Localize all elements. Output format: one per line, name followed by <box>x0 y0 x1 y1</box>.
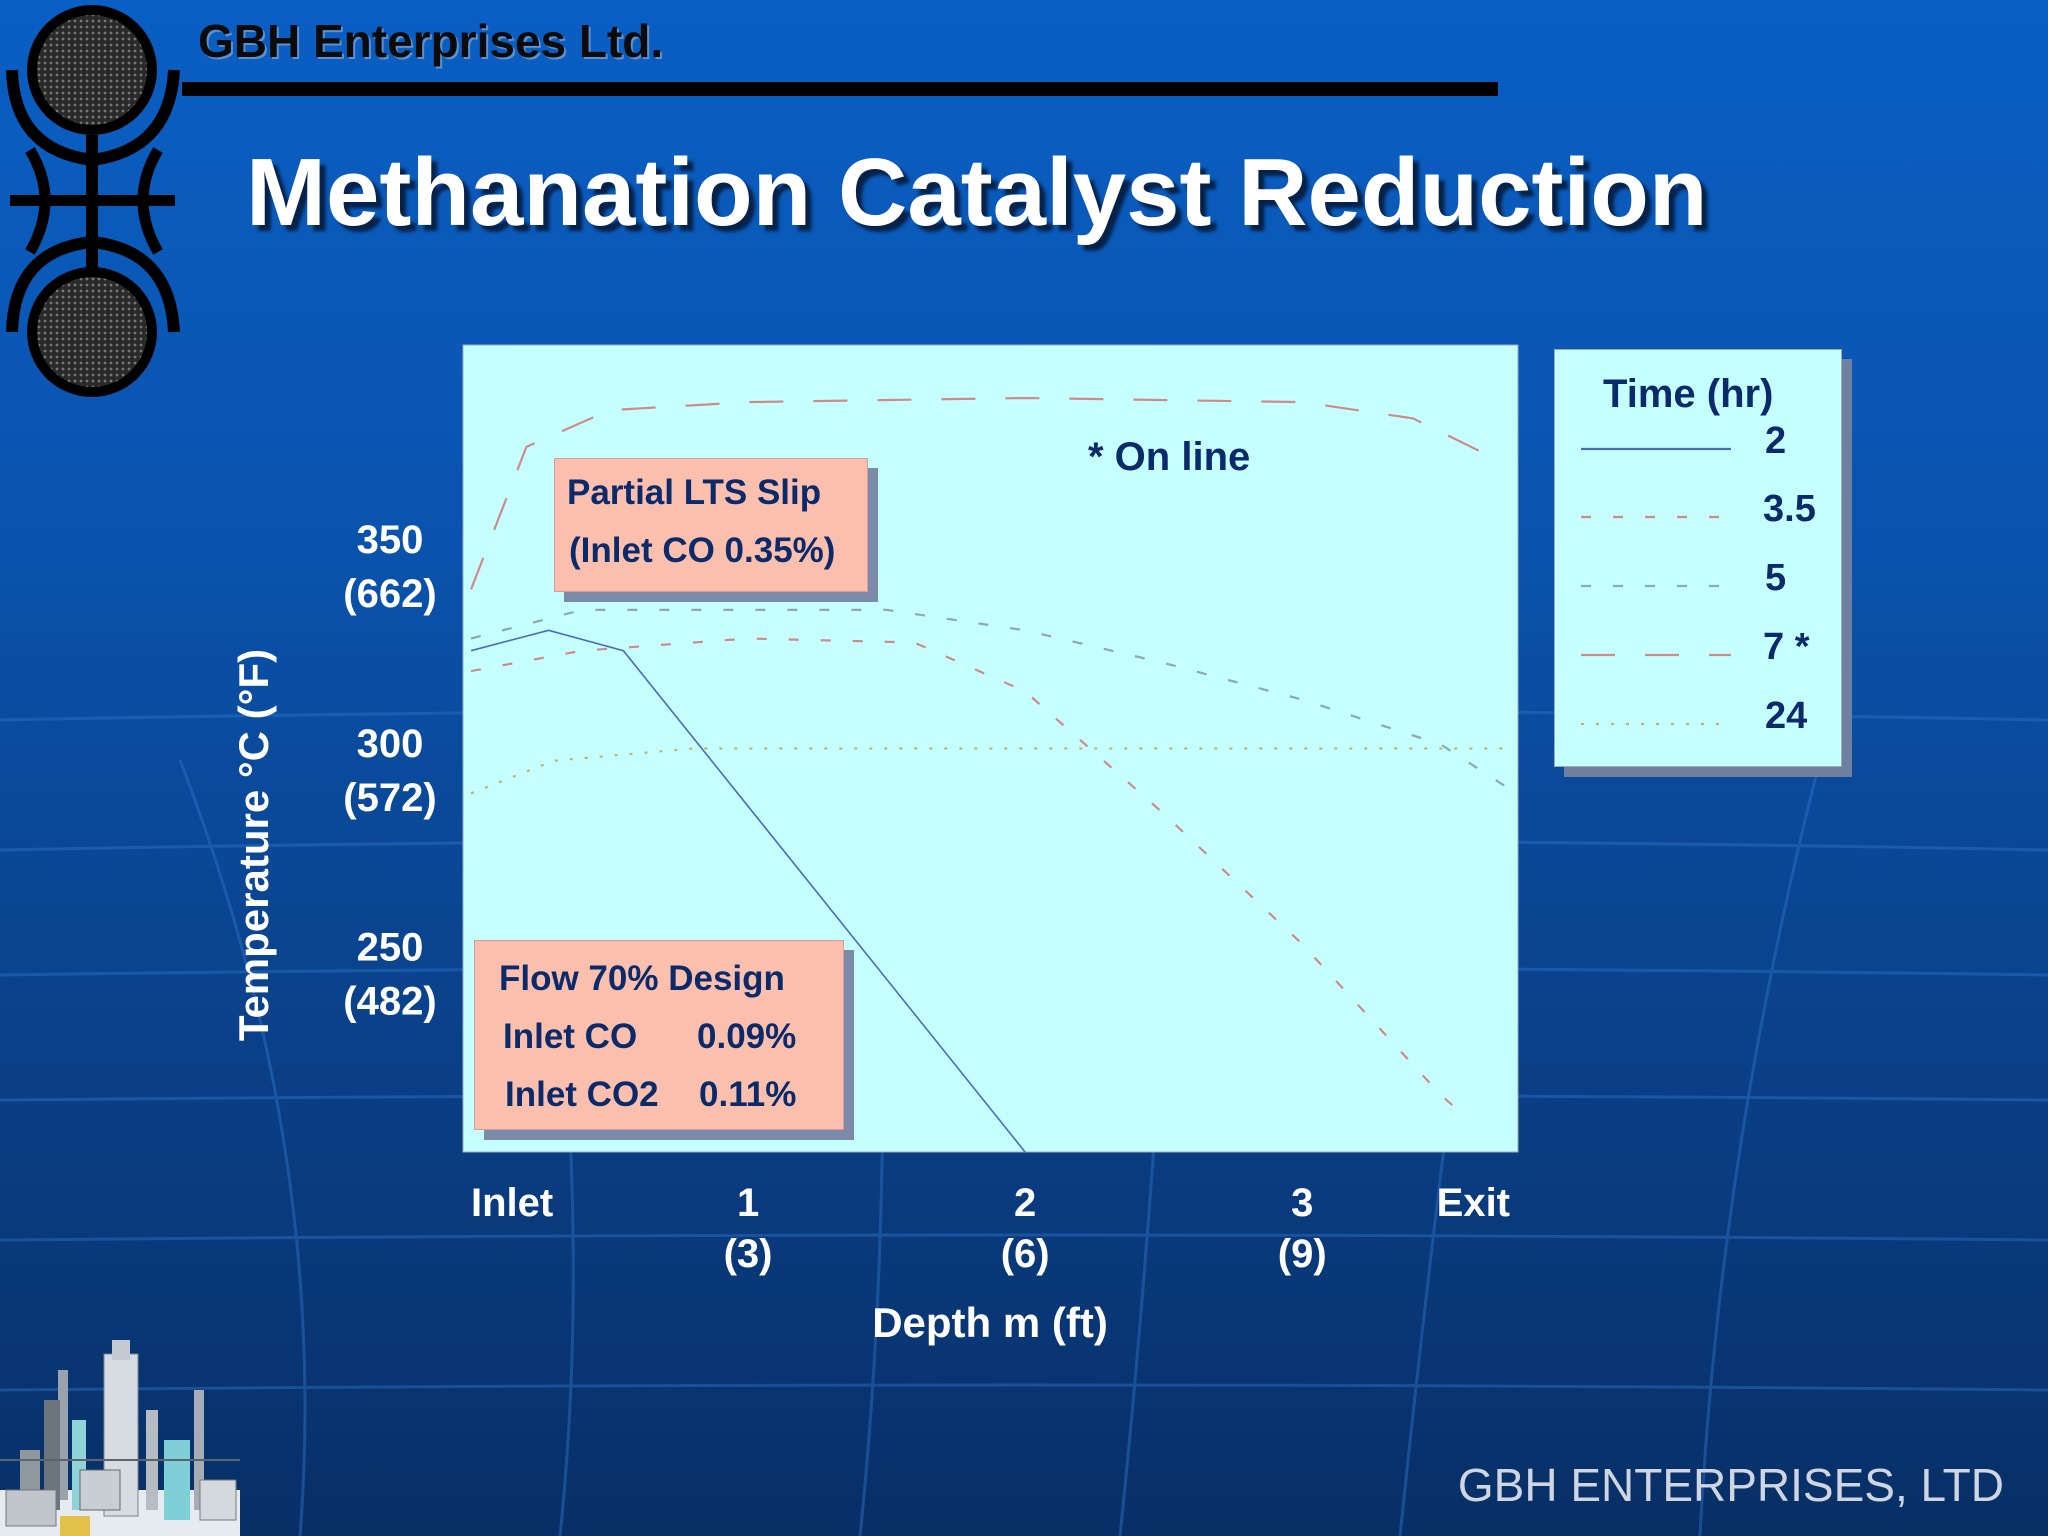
lts-slip-box: Partial LTS Slip (Inlet CO 0.35%) <box>554 458 868 592</box>
x-tick-sublabel-3: (6) <box>1001 1232 1050 1276</box>
legend-swatches <box>1581 447 1731 726</box>
x-axis-label: Depth m (ft) <box>872 1299 1108 1346</box>
legend-title: Time (hr) <box>1603 372 1774 416</box>
y-tick-label-2: 300 <box>357 722 424 766</box>
x-tick-label-2: 1 <box>737 1181 759 1225</box>
online-annotation: * On line <box>1088 435 1250 479</box>
chemical-plant-icon <box>0 1340 240 1536</box>
lts-slip-line1: Partial LTS Slip <box>567 473 822 512</box>
legend-label-3: 5 <box>1765 557 1787 599</box>
x-tick-label-3: 2 <box>1014 1181 1036 1225</box>
x-tick-sublabel-2: (3) <box>724 1232 773 1276</box>
x-tick-sublabel-4: (9) <box>1278 1232 1327 1276</box>
inlet-co2-label: Inlet CO2 <box>505 1075 659 1114</box>
x-tick-label-5: Exit <box>1437 1181 1510 1225</box>
x-tick-label-4: 3 <box>1291 1181 1313 1225</box>
series-line-1 <box>470 629 1026 1153</box>
series-line-3 <box>470 608 1511 791</box>
legend-label-1: 2 <box>1765 420 1787 462</box>
chart-legend: Time (hr) 2 3.5 5 7 * 24 <box>1554 349 1842 767</box>
slide-title: Methanation Catalyst Reduction <box>246 139 1708 246</box>
y-tick-label-1: 350 <box>357 518 424 562</box>
company-name: GBH Enterprises Ltd. <box>198 15 664 67</box>
y-tick-label-3: 250 <box>357 926 424 970</box>
x-tick-label-1: Inlet <box>471 1181 553 1225</box>
gbh-logo-icon <box>6 5 180 397</box>
flow-design-line: Flow 70% Design <box>499 959 785 998</box>
series-line-5 <box>470 747 1510 795</box>
legend-label-5: 24 <box>1765 695 1808 737</box>
header-rule <box>182 82 1498 96</box>
inlet-co-value: 0.09% <box>697 1017 797 1056</box>
series-line-4 <box>469 396 1497 590</box>
series-line-2 <box>470 637 1470 1121</box>
y-tick-sublabel-3: (482) <box>343 980 436 1024</box>
lts-slip-line2: (Inlet CO 0.35%) <box>569 531 836 570</box>
flow-design-box: Flow 70% Design Inlet CO 0.09% Inlet CO2… <box>474 940 844 1130</box>
inlet-co-label: Inlet CO <box>503 1017 638 1056</box>
legend-label-4: 7 * <box>1763 626 1810 668</box>
legend-label-2: 3.5 <box>1763 488 1816 530</box>
inlet-co2-value: 0.11% <box>699 1075 797 1114</box>
y-axis-label: Temperature °C (°F) <box>230 649 277 1041</box>
footer-brand: GBH ENTERPRISES, LTD <box>1457 1459 2004 1511</box>
y-tick-sublabel-2: (572) <box>343 776 436 820</box>
y-tick-sublabel-1: (662) <box>343 572 436 616</box>
